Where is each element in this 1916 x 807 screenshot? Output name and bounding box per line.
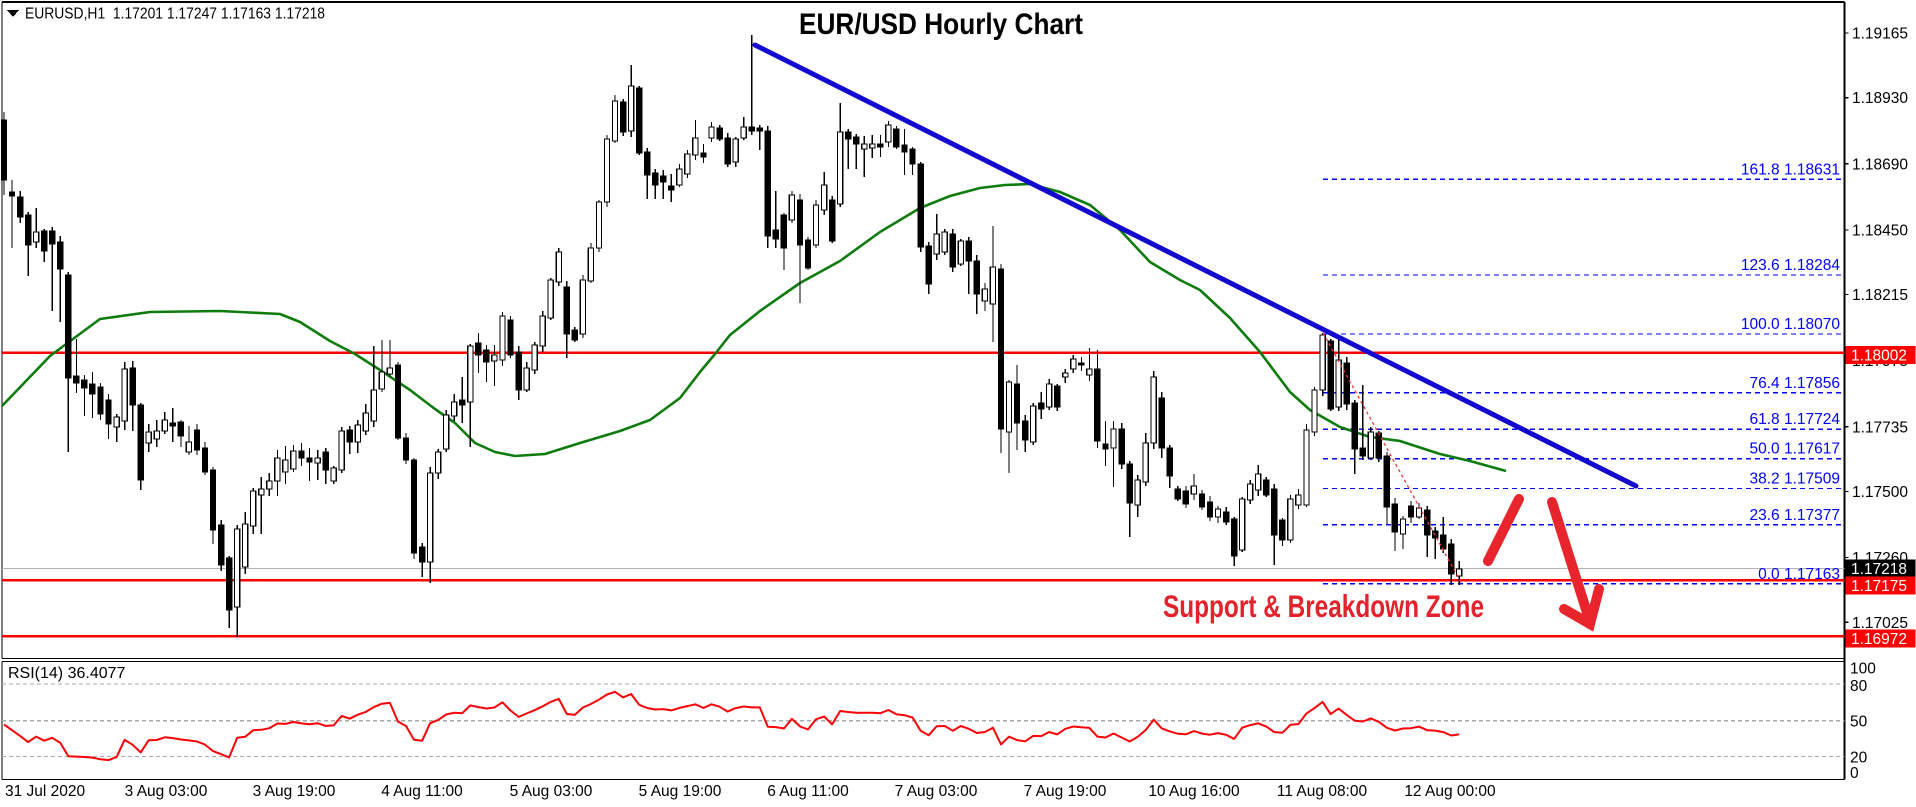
- svg-text:1.17500: 1.17500: [1852, 484, 1908, 501]
- svg-text:76.4 1.17856: 76.4 1.17856: [1749, 375, 1840, 392]
- svg-text:7 Aug 03:00: 7 Aug 03:00: [895, 783, 978, 800]
- svg-text:EUR/USD Hourly Chart: EUR/USD Hourly Chart: [799, 8, 1083, 41]
- svg-text:5 Aug 03:00: 5 Aug 03:00: [510, 783, 593, 800]
- svg-text:1.17218: 1.17218: [1851, 561, 1907, 578]
- svg-text:1.16972: 1.16972: [1851, 631, 1907, 648]
- svg-text:1.17735: 1.17735: [1852, 419, 1908, 436]
- svg-text:1.18690: 1.18690: [1852, 156, 1908, 173]
- svg-text:161.8 1.18631: 161.8 1.18631: [1741, 161, 1840, 178]
- svg-text:3 Aug 19:00: 3 Aug 19:00: [253, 783, 336, 800]
- svg-text:5 Aug 19:00: 5 Aug 19:00: [639, 783, 722, 800]
- svg-text:20: 20: [1850, 750, 1868, 767]
- svg-text:11 Aug 08:00: 11 Aug 08:00: [1277, 783, 1368, 800]
- svg-text:1.18450: 1.18450: [1852, 222, 1908, 239]
- svg-text:0.0 1.17163: 0.0 1.17163: [1758, 566, 1840, 583]
- svg-text:38.2 1.17509: 38.2 1.17509: [1749, 470, 1840, 487]
- svg-text:10 Aug 16:00: 10 Aug 16:00: [1148, 783, 1240, 800]
- svg-text:Support & Breakdown Zone: Support & Breakdown Zone: [1163, 588, 1484, 624]
- svg-text:6 Aug 11:00: 6 Aug 11:00: [767, 783, 849, 800]
- svg-text:50: 50: [1850, 714, 1868, 731]
- svg-text:1.18930: 1.18930: [1852, 90, 1908, 107]
- svg-text:100.0 1.18070: 100.0 1.18070: [1741, 316, 1841, 333]
- svg-text:1.17025: 1.17025: [1852, 615, 1908, 632]
- svg-text:7 Aug 19:00: 7 Aug 19:00: [1024, 783, 1107, 800]
- svg-text:1.18002: 1.18002: [1851, 348, 1907, 365]
- svg-text:EURUSD,H1 1.17201 1.17247 1.1: EURUSD,H1 1.17201 1.17247 1.17163 1.1721…: [25, 6, 325, 23]
- svg-text:1.19165: 1.19165: [1852, 26, 1908, 43]
- svg-text:123.6 1.18284: 123.6 1.18284: [1741, 257, 1841, 274]
- svg-text:61.8 1.17724: 61.8 1.17724: [1749, 411, 1840, 428]
- svg-text:100: 100: [1850, 661, 1876, 678]
- svg-text:31 Jul 2020: 31 Jul 2020: [5, 783, 86, 800]
- svg-text:0: 0: [1850, 765, 1859, 782]
- svg-text:12 Aug 00:00: 12 Aug 00:00: [1404, 783, 1496, 800]
- svg-text:1.17175: 1.17175: [1851, 578, 1907, 595]
- svg-text:4 Aug 11:00: 4 Aug 11:00: [381, 783, 463, 800]
- svg-text:50.0 1.17617: 50.0 1.17617: [1749, 441, 1840, 458]
- svg-text:80: 80: [1850, 678, 1868, 695]
- svg-text:23.6 1.17377: 23.6 1.17377: [1749, 507, 1840, 524]
- svg-text:RSI(14) 36.4077: RSI(14) 36.4077: [8, 665, 126, 682]
- svg-text:3 Aug 03:00: 3 Aug 03:00: [125, 783, 208, 800]
- svg-text:1.18215: 1.18215: [1852, 287, 1908, 304]
